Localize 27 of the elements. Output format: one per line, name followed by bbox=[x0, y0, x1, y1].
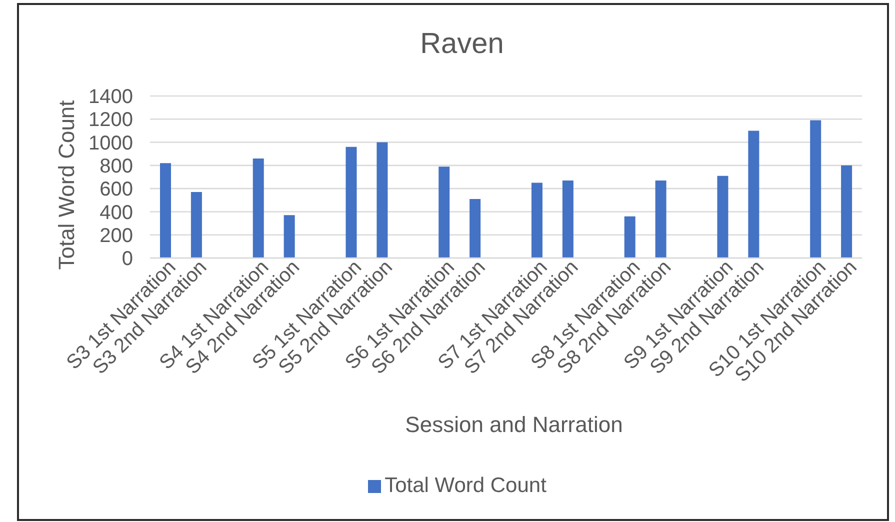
chart-title: Raven bbox=[419, 27, 505, 61]
bar bbox=[717, 176, 728, 258]
bar bbox=[655, 180, 666, 258]
bar bbox=[810, 120, 822, 258]
bar bbox=[252, 158, 264, 258]
y-tick-label: 400 bbox=[100, 202, 133, 224]
y-tick-label: 600 bbox=[100, 178, 133, 201]
y-tick-label: 1000 bbox=[88, 132, 133, 154]
y-axis-title: Total Word Count bbox=[54, 100, 78, 270]
bar bbox=[748, 130, 760, 258]
bar bbox=[438, 166, 450, 258]
legend-label: Total Word Count bbox=[384, 474, 546, 498]
bar bbox=[531, 182, 542, 258]
x-axis-title: Session and Narration bbox=[405, 412, 623, 436]
bar bbox=[624, 216, 636, 258]
bar bbox=[346, 146, 357, 258]
bar bbox=[470, 198, 481, 258]
y-tick-label: 200 bbox=[100, 224, 133, 247]
bar bbox=[284, 215, 295, 258]
bar bbox=[190, 192, 202, 258]
y-tick-label: 1200 bbox=[88, 109, 133, 132]
bar bbox=[376, 142, 388, 258]
y-tick-label: 1400 bbox=[88, 86, 133, 108]
bar bbox=[160, 163, 171, 258]
bar bbox=[841, 165, 852, 258]
y-tick-label: 800 bbox=[100, 156, 133, 178]
bar bbox=[562, 180, 574, 258]
